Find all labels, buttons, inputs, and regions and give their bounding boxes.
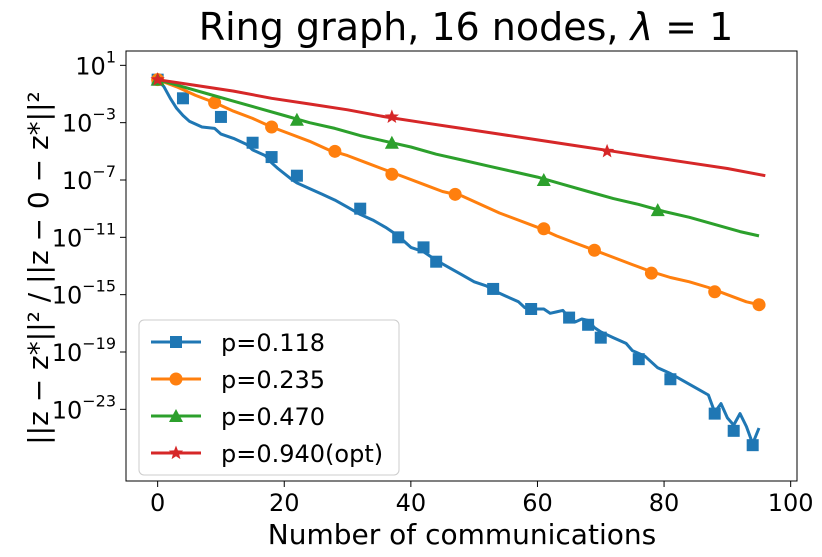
legend-marker: [168, 445, 184, 460]
legend-entry-4: p=0.940(opt): [151, 440, 383, 468]
series-1-marker: [246, 136, 259, 149]
series-3-marker: [289, 112, 304, 126]
series-3-marker: [384, 135, 399, 149]
series-1-marker: [594, 331, 607, 344]
x-tick-label: 20: [269, 489, 300, 517]
x-tick-label: 80: [649, 489, 680, 517]
series-1-marker: [487, 282, 500, 295]
y-tick-label: 10−11: [52, 219, 116, 252]
series-1-marker: [582, 318, 595, 331]
legend-label: p=0.470: [221, 403, 325, 431]
x-tick-label: 60: [522, 489, 553, 517]
plot-frame: [125, 50, 798, 482]
series-2-marker: [385, 167, 399, 181]
legend-entry-2: p=0.235: [151, 366, 325, 394]
legend: p=0.118 p=0.235 p=0.470 p=0.940(opt): [138, 319, 400, 476]
series-1-marker: [214, 110, 227, 123]
y-tick-label: 10−23: [52, 391, 116, 424]
x-tick-label: 100: [768, 489, 814, 517]
legend-entry-1: p=0.118: [151, 329, 325, 357]
series-1-marker: [727, 424, 740, 437]
legend-label: p=0.940(opt): [221, 440, 383, 468]
legend-label: p=0.235: [221, 366, 325, 394]
series-1-marker: [664, 373, 677, 386]
series-1-marker: [632, 353, 645, 366]
series-1-marker: [265, 151, 278, 164]
y-tick-label: 10−19: [52, 334, 116, 367]
series-1-marker: [563, 311, 576, 324]
legend-marker: [170, 336, 182, 348]
x-axis-label: Number of communications: [268, 518, 656, 551]
series-1-marker: [176, 92, 189, 105]
series-1-marker: [392, 231, 405, 244]
series-4-marker: [150, 72, 165, 86]
legend-box: [138, 319, 400, 476]
x-tick-label: 0: [150, 489, 165, 517]
series-3-marker: [650, 203, 665, 217]
series-2-marker: [448, 187, 462, 201]
series-2-marker: [537, 222, 551, 236]
series-3-marker: [536, 173, 551, 186]
series-line-3: [157, 78, 760, 238]
series-1-marker: [417, 241, 430, 254]
y-axis-label: ||z − z*||² / ||z − 0 − z*||²: [22, 91, 55, 445]
legend-marker: [169, 409, 183, 422]
y-tick-label: 10−15: [52, 277, 116, 310]
series-2-marker: [752, 298, 766, 312]
series-2-marker: [208, 96, 222, 110]
y-tick-label: 10−3: [62, 105, 116, 138]
series-1-marker: [354, 202, 367, 215]
series-1-marker: [430, 255, 443, 268]
chart-title: Ring graph, 16 nodes, λ = 1: [199, 5, 734, 49]
series-1-marker: [746, 439, 759, 452]
series-2-marker: [328, 144, 342, 158]
y-tick-label: 101: [75, 47, 116, 80]
series-1-marker: [290, 169, 303, 182]
series-2-marker: [265, 120, 279, 134]
legend-marker: [169, 372, 183, 386]
series-line-4: [157, 78, 766, 178]
series-1-marker: [708, 407, 721, 420]
legend-label: p=0.118: [221, 329, 325, 357]
y-tick-label: 10−7: [62, 162, 116, 195]
series-4-marker: [599, 143, 615, 158]
series-2-marker: [587, 243, 601, 257]
x-tick-label: 40: [396, 489, 427, 517]
series-1-marker: [525, 303, 538, 315]
series-2-marker: [644, 266, 658, 280]
series-2-marker: [708, 285, 722, 299]
legend-entry-3: p=0.470: [151, 403, 325, 431]
series-4-marker: [384, 109, 399, 123]
